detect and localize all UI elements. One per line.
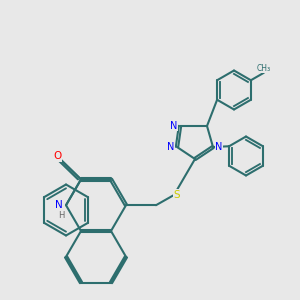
Text: N: N [215, 142, 223, 152]
Text: O: O [53, 151, 61, 161]
Text: N: N [170, 121, 178, 131]
Text: S: S [174, 190, 180, 200]
Text: N: N [167, 142, 175, 152]
Text: CH₃: CH₃ [257, 64, 271, 73]
Text: N: N [55, 200, 62, 210]
Text: H: H [58, 211, 65, 220]
